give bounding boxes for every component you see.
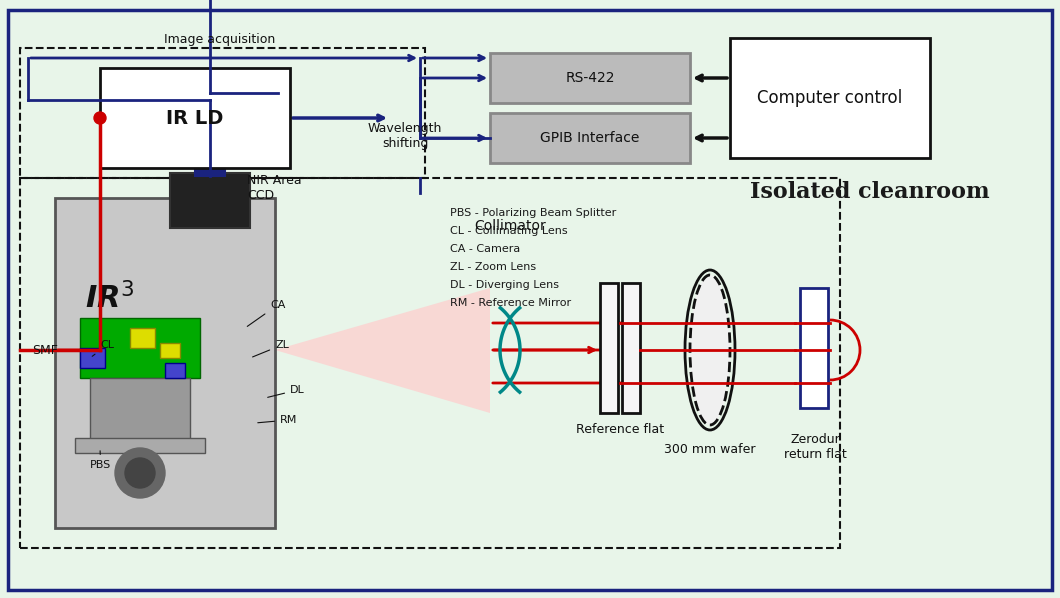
Text: Image acquisition: Image acquisition: [164, 33, 276, 47]
Text: SMF: SMF: [32, 343, 58, 356]
Text: RM - Reference Mirror: RM - Reference Mirror: [450, 298, 571, 308]
Text: CL: CL: [92, 340, 114, 356]
Bar: [90, 378, 190, 443]
Bar: [622, 283, 640, 413]
Text: GPIB Interface: GPIB Interface: [541, 131, 639, 145]
Text: RS-422: RS-422: [565, 71, 615, 85]
Circle shape: [94, 112, 106, 124]
Text: Wavelength
shifting: Wavelength shifting: [368, 122, 442, 150]
Text: DL: DL: [268, 385, 305, 397]
Text: RM: RM: [258, 415, 298, 425]
Circle shape: [114, 448, 165, 498]
Text: NIR Area
CCD: NIR Area CCD: [247, 174, 302, 202]
Text: IR$^3$: IR$^3$: [86, 282, 135, 315]
Bar: [490, 53, 690, 103]
Text: Computer control: Computer control: [758, 89, 903, 107]
Text: DL - Diverging Lens: DL - Diverging Lens: [450, 280, 559, 290]
Polygon shape: [275, 288, 490, 413]
Bar: [20, 178, 840, 548]
Text: CA - Camera: CA - Camera: [450, 244, 520, 254]
Text: Collimator: Collimator: [474, 219, 546, 233]
Text: PBS: PBS: [90, 451, 111, 470]
Bar: [80, 318, 200, 378]
Bar: [100, 68, 290, 168]
Ellipse shape: [690, 275, 730, 425]
Bar: [20, 48, 425, 178]
Bar: [730, 38, 930, 158]
Bar: [80, 348, 105, 368]
Bar: [490, 113, 690, 163]
Text: 300 mm wafer: 300 mm wafer: [665, 443, 756, 456]
Bar: [600, 283, 618, 413]
Circle shape: [125, 458, 155, 488]
Bar: [75, 438, 205, 453]
Bar: [130, 328, 155, 348]
Bar: [160, 343, 180, 358]
Bar: [55, 198, 275, 528]
Text: IR LD: IR LD: [166, 108, 224, 127]
Bar: [170, 173, 250, 228]
Text: ZL: ZL: [252, 340, 289, 357]
Text: Zerodur
return flat: Zerodur return flat: [783, 433, 846, 461]
Text: Reference flat: Reference flat: [576, 423, 664, 436]
Text: PBS - Polarizing Beam Splitter: PBS - Polarizing Beam Splitter: [450, 208, 616, 218]
Bar: [195, 156, 225, 176]
Bar: [800, 288, 828, 408]
Bar: [165, 363, 186, 378]
Text: CA: CA: [247, 300, 285, 327]
Text: Isolated cleanroom: Isolated cleanroom: [750, 181, 990, 203]
Text: ZL - Zoom Lens: ZL - Zoom Lens: [450, 262, 536, 272]
Text: CL - Collimating Lens: CL - Collimating Lens: [450, 226, 567, 236]
